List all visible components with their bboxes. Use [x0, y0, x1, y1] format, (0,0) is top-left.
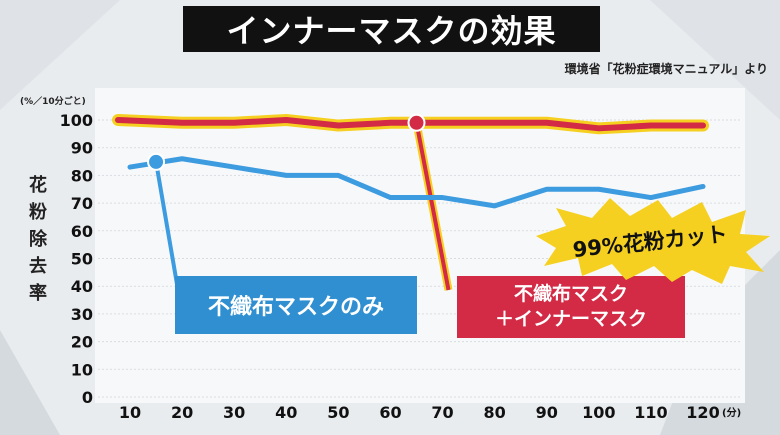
- x-tick-label: 80: [484, 403, 506, 422]
- series-label-line: 不織布マスク: [513, 283, 628, 305]
- x-tick-label: 10: [119, 403, 141, 422]
- y-tick-label: 10: [71, 360, 93, 379]
- leader-line-mask-inner: [414, 122, 451, 291]
- series-label-mask-only: 不織布マスクのみ: [175, 276, 417, 334]
- y-tick-label: 60: [71, 222, 93, 241]
- y-tick-label: 50: [71, 250, 93, 269]
- y-axis-label-char: 粉: [29, 202, 47, 223]
- unit-label: (%／10分ごと): [20, 97, 86, 107]
- x-tick-label: 100: [582, 403, 615, 422]
- y-axis-label-char: 花: [29, 175, 47, 196]
- leader-line-mask-only: [154, 161, 180, 291]
- y-tick-label: 20: [71, 333, 93, 352]
- x-axis-unit: (分): [722, 406, 741, 419]
- marker-mask-only: [147, 152, 166, 171]
- y-tick-label: 100: [60, 111, 93, 130]
- y-axis-label-char: 除: [29, 229, 47, 250]
- series-line-mask-only: [127, 156, 706, 209]
- x-tick-label: 50: [327, 403, 349, 422]
- source-note: 環境省「花粉症環境マニュアル」より: [564, 62, 768, 76]
- marker-mask-inner: [407, 113, 426, 132]
- y-tick-label: 80: [71, 166, 93, 185]
- y-tick-label: 30: [71, 305, 93, 324]
- series-label-line: ＋インナーマスク: [494, 308, 647, 330]
- burst-shape: [536, 198, 770, 284]
- y-tick-label: 70: [71, 194, 93, 213]
- series-label-mask-inner: 不織布マスク ＋インナーマスク: [457, 276, 685, 338]
- x-tick-label: 40: [275, 403, 297, 422]
- page-title: インナーマスクの効果: [183, 6, 600, 52]
- y-axis-label-char: 率: [29, 283, 47, 304]
- x-tick-label: 90: [536, 403, 558, 422]
- x-tick-label: 30: [223, 403, 245, 422]
- x-tick-label: 70: [431, 403, 453, 422]
- y-tick-label: 90: [71, 139, 93, 158]
- x-tick-label: 20: [171, 403, 193, 422]
- y-tick-label: 40: [71, 277, 93, 296]
- y-axis-label-char: 去: [29, 256, 47, 277]
- y-axis-label: 花 粉 除 去 率: [24, 172, 52, 307]
- x-tick-label: 110: [634, 403, 667, 422]
- x-tick-label: 60: [379, 403, 401, 422]
- x-tick-label: 120: [686, 403, 719, 422]
- y-tick-label: 0: [82, 388, 93, 407]
